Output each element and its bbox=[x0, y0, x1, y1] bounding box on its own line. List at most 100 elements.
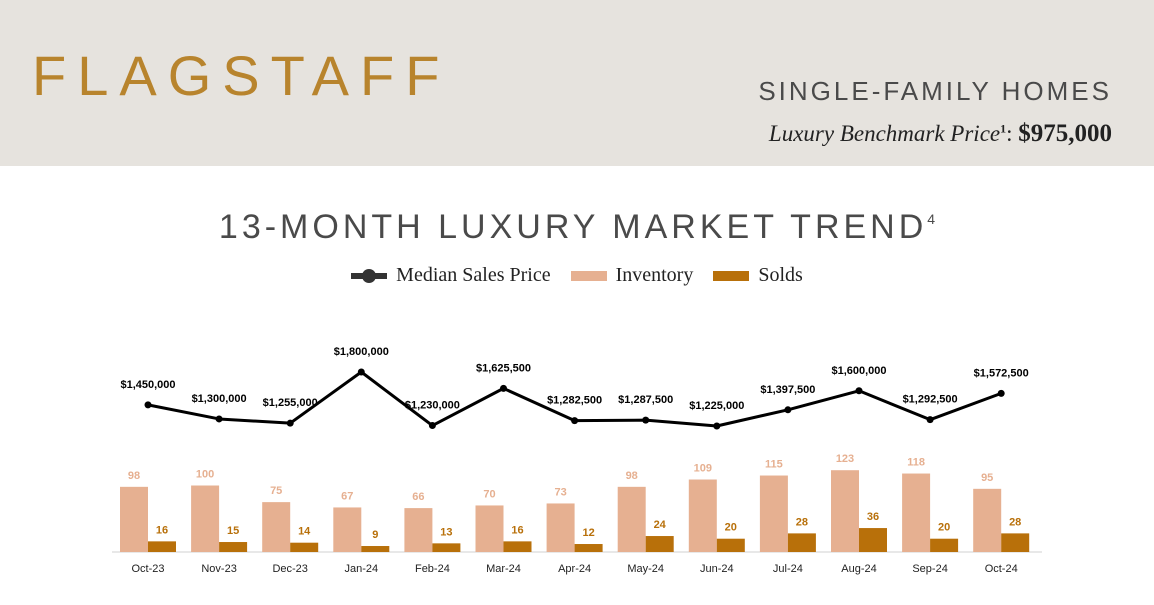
price-data-label: $1,255,000 bbox=[263, 397, 318, 409]
price-data-label: $1,397,500 bbox=[760, 384, 815, 396]
inventory-data-label: 95 bbox=[981, 472, 993, 484]
solds-bar bbox=[148, 541, 176, 552]
x-tick-label: Apr-24 bbox=[558, 563, 591, 575]
legend-item-price: Median Sales Price bbox=[351, 264, 551, 287]
price-data-label: $1,800,000 bbox=[334, 346, 389, 358]
inventory-bar bbox=[262, 502, 291, 552]
city-title: FLAGSTAFF bbox=[32, 44, 451, 107]
price-data-label: $1,282,500 bbox=[547, 395, 602, 407]
solds-bar bbox=[219, 542, 248, 552]
price-point bbox=[500, 384, 507, 392]
solds-data-label: 16 bbox=[511, 524, 523, 536]
inventory-data-label: 98 bbox=[626, 470, 638, 482]
chart-title-footnote: 4 bbox=[927, 211, 936, 227]
solds-bar bbox=[432, 543, 461, 552]
inventory-data-label: 75 bbox=[270, 485, 282, 497]
solds-data-label: 28 bbox=[1009, 516, 1021, 528]
x-tick-label: Oct-23 bbox=[131, 563, 164, 575]
x-tick-label: Mar-24 bbox=[486, 563, 521, 575]
solds-data-label: 24 bbox=[654, 519, 667, 531]
chart-legend: Median Sales Price Inventory Solds bbox=[0, 264, 1154, 287]
solds-data-label: 20 bbox=[938, 522, 950, 534]
solds-data-label: 15 bbox=[227, 525, 239, 537]
solds-data-label: 36 bbox=[867, 511, 879, 523]
legend-label-inventory: Inventory bbox=[615, 264, 694, 286]
price-data-label: $1,292,500 bbox=[903, 394, 958, 406]
solds-bar bbox=[859, 528, 887, 552]
solds-data-label: 13 bbox=[440, 526, 452, 538]
inventory-bar bbox=[617, 486, 646, 552]
benchmark-colon: : bbox=[1006, 121, 1019, 146]
legend-item-solds: Solds bbox=[713, 264, 803, 287]
solds-data-label: 20 bbox=[725, 522, 737, 534]
benchmark-label: Luxury Benchmark Price bbox=[768, 121, 1001, 146]
legend-solds-swatch-icon bbox=[713, 270, 750, 281]
benchmark-price: Luxury Benchmark Price1: $975,000 bbox=[769, 121, 1112, 146]
x-tick-label: Nov-23 bbox=[201, 563, 236, 575]
solds-bar bbox=[716, 538, 745, 552]
price-data-label: $1,225,000 bbox=[689, 400, 744, 412]
x-tick-label: Jan-24 bbox=[344, 563, 378, 575]
price-point bbox=[571, 417, 579, 425]
x-tick-label: Oct-24 bbox=[985, 563, 1018, 575]
legend-inventory-swatch-icon bbox=[570, 270, 607, 281]
inventory-data-label: 100 bbox=[196, 469, 214, 481]
inventory-data-label: 123 bbox=[836, 453, 854, 465]
solds-bar bbox=[503, 541, 532, 552]
x-tick-label: Jul-24 bbox=[773, 563, 803, 575]
solds-bar bbox=[930, 538, 959, 552]
inventory-bar bbox=[831, 470, 859, 552]
solds-bar bbox=[361, 546, 390, 552]
inventory-data-label: 70 bbox=[483, 488, 495, 500]
solds-bar bbox=[787, 533, 816, 552]
chart-title-text: 13-MONTH LUXURY MARKET TREND bbox=[218, 208, 928, 246]
price-point bbox=[357, 368, 365, 376]
inventory-data-label: 118 bbox=[907, 457, 925, 469]
inventory-bar bbox=[404, 508, 433, 552]
price-point bbox=[286, 419, 294, 427]
price-point bbox=[713, 422, 721, 430]
header-banner: FLAGSTAFF SINGLE-FAMILY HOMES Luxury Ben… bbox=[0, 0, 1154, 166]
solds-bar bbox=[290, 542, 319, 552]
price-point bbox=[997, 389, 1005, 397]
inventory-bar bbox=[191, 485, 220, 552]
price-point bbox=[642, 416, 650, 424]
solds-bar bbox=[645, 536, 674, 552]
x-tick-label: Dec-23 bbox=[272, 563, 307, 575]
x-tick-label: May-24 bbox=[627, 563, 664, 575]
inventory-bar bbox=[546, 503, 575, 552]
price-point bbox=[428, 422, 436, 430]
solds-bar bbox=[574, 544, 603, 552]
price-point bbox=[215, 415, 223, 423]
price-data-label: $1,625,500 bbox=[476, 362, 531, 374]
segment-title: SINGLE-FAMILY HOMES bbox=[758, 76, 1112, 106]
inventory-bar bbox=[688, 479, 717, 552]
legend-line-marker-icon bbox=[351, 268, 388, 283]
price-point bbox=[144, 401, 152, 409]
price-data-label: $1,300,000 bbox=[192, 393, 247, 405]
price-data-label: $1,600,000 bbox=[831, 365, 886, 377]
chart-title: 13-MONTH LUXURY MARKET TREND4 bbox=[0, 210, 1154, 244]
inventory-data-label: 109 bbox=[694, 463, 712, 475]
legend-label-solds: Solds bbox=[758, 264, 803, 286]
inventory-data-label: 73 bbox=[554, 486, 566, 498]
inventory-bar bbox=[475, 505, 504, 552]
legend-label-price: Median Sales Price bbox=[396, 264, 551, 286]
benchmark-footnote: 1 bbox=[1000, 121, 1007, 136]
legend-item-inventory: Inventory bbox=[570, 264, 694, 287]
price-data-label: $1,450,000 bbox=[120, 379, 175, 391]
price-data-label: $1,230,000 bbox=[405, 400, 460, 412]
x-tick-label: Feb-24 bbox=[415, 563, 450, 575]
inventory-bar bbox=[902, 473, 931, 552]
inventory-bar bbox=[973, 488, 1002, 552]
x-tick-label: Sep-24 bbox=[912, 563, 947, 575]
price-data-label: $1,572,500 bbox=[974, 367, 1029, 379]
x-tick-label: Aug-24 bbox=[841, 563, 876, 575]
inventory-data-label: 115 bbox=[765, 459, 783, 471]
inventory-data-label: 67 bbox=[341, 490, 353, 502]
solds-data-label: 9 bbox=[372, 529, 378, 541]
price-point bbox=[784, 406, 792, 414]
solds-data-label: 28 bbox=[796, 516, 808, 528]
price-point bbox=[926, 416, 934, 424]
x-tick-label: Jun-24 bbox=[700, 563, 734, 575]
